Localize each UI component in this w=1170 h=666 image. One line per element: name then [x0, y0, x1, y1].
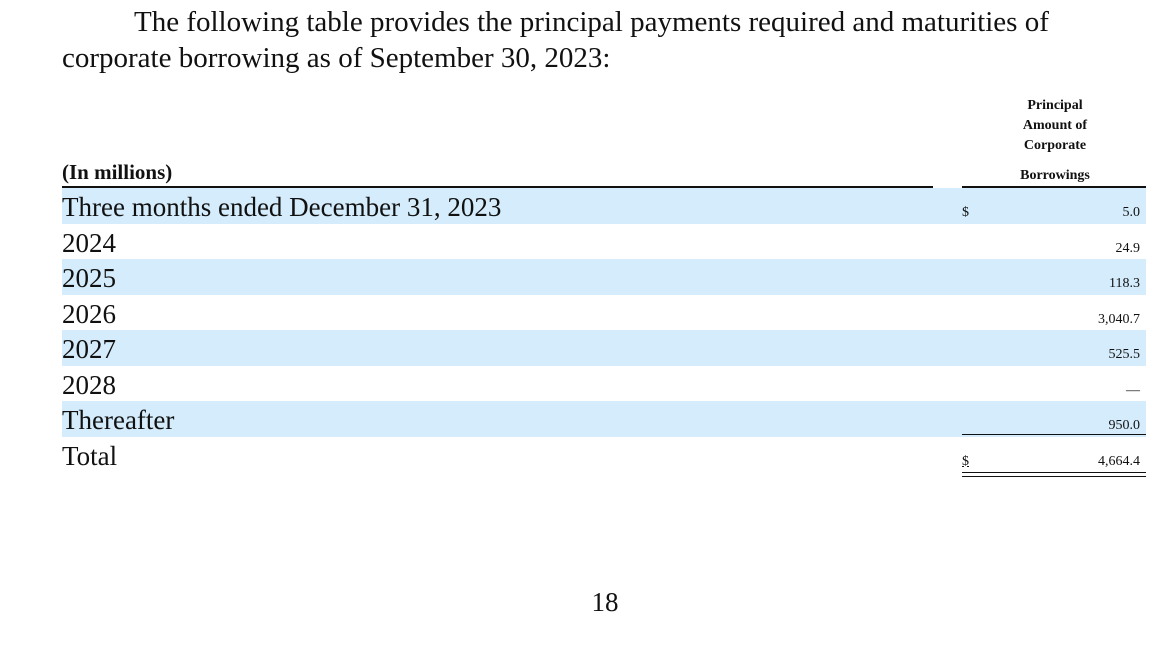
row-value: 525.5	[1108, 347, 1141, 362]
row-label: Thereafter	[62, 405, 175, 435]
row-value: 3,040.7	[1098, 311, 1140, 327]
table-row-total: Total $ 4,664.4	[62, 437, 1146, 473]
column-header-borrowings: Borrowings	[1020, 168, 1090, 183]
row-label: 2026	[62, 298, 116, 329]
table-row: 2025 118.3	[62, 259, 1146, 295]
row-label: 2024	[62, 227, 116, 258]
table-row: 2028 —	[62, 366, 1146, 402]
intro-paragraph: The following table provides the princip…	[62, 6, 1049, 74]
currency-symbol: $	[962, 205, 969, 220]
total-label: Total	[62, 440, 118, 471]
column-header-line: Corporate	[1023, 138, 1087, 153]
total-rule-double	[962, 476, 1146, 477]
row-value: 950.0	[1108, 418, 1141, 433]
row-label: 2025	[62, 263, 116, 293]
column-header-principal: Principal Amount of Corporate	[990, 96, 1120, 156]
maturities-table: Three months ended December 31, 2023 $ 5…	[62, 188, 1146, 472]
currency-symbol: $	[962, 453, 969, 469]
row-value: 5.0	[1122, 205, 1141, 220]
column-header-line: Amount of	[1022, 118, 1088, 133]
row-label: 2027	[62, 334, 116, 364]
total-value: 4,664.4	[1098, 453, 1140, 469]
table-row: 2027 525.5	[62, 330, 1146, 366]
row-value: 118.3	[1109, 276, 1140, 291]
total-rule-single	[962, 434, 1146, 435]
header-rule-left	[62, 186, 933, 188]
header-rule-right	[962, 186, 1146, 188]
table-row: 2024 24.9	[62, 224, 1146, 260]
table-row: Three months ended December 31, 2023 $ 5…	[62, 188, 1146, 224]
row-value: 24.9	[1115, 240, 1141, 256]
table-row: Thereafter 950.0	[62, 401, 1146, 437]
total-rule-double	[962, 472, 1146, 473]
row-label: Three months ended December 31, 2023	[62, 192, 502, 222]
row-value: —	[1126, 382, 1140, 398]
unit-label: (In millions)	[62, 160, 173, 184]
row-label: 2028	[62, 369, 116, 400]
page-number: 18	[591, 587, 619, 617]
table-row: 2026 3,040.7	[62, 295, 1146, 331]
column-header-line: Principal	[1027, 98, 1083, 113]
